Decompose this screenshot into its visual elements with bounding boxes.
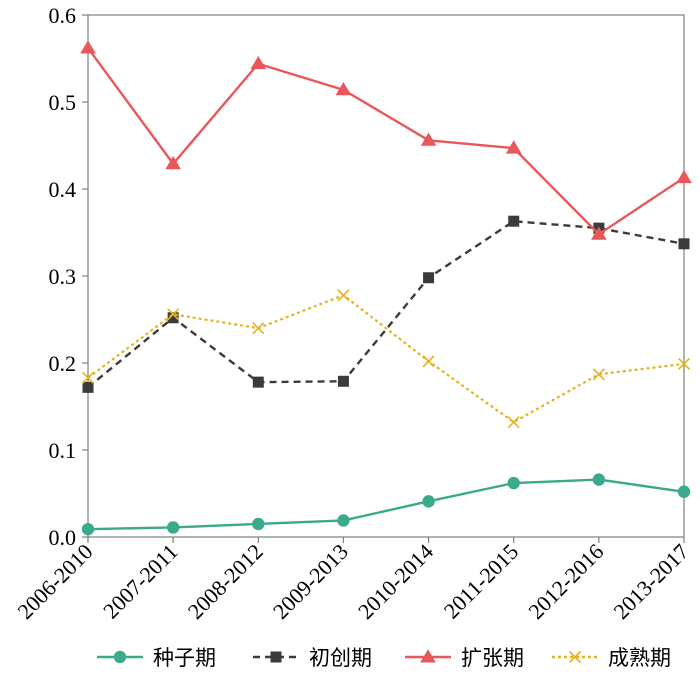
data-point: [423, 272, 435, 284]
legend-item: 种子期: [97, 646, 216, 670]
data-point: [568, 650, 582, 664]
x-tick-label: 2009-2013: [268, 539, 353, 624]
data-point: [677, 357, 691, 370]
legend-item: 扩张期: [405, 646, 524, 670]
x-tick-label: 2012-2016: [523, 539, 608, 624]
legend-item: 成熟期: [552, 646, 671, 670]
y-tick-label: 0.1: [49, 438, 77, 463]
data-point: [337, 375, 349, 387]
data-point: [250, 55, 267, 70]
data-point: [81, 371, 95, 384]
data-point: [507, 476, 520, 490]
data-point: [592, 368, 605, 381]
x-tick-label: 2011-2015: [439, 539, 524, 624]
data-point: [252, 517, 265, 531]
data-point: [508, 215, 520, 227]
data-point: [166, 521, 180, 534]
y-tick-label: 0.6: [49, 3, 77, 28]
series-layer: [80, 40, 692, 536]
series-3: [81, 289, 691, 429]
data-point: [80, 40, 96, 54]
data-point: [167, 312, 179, 324]
data-point: [422, 355, 435, 368]
data-point: [337, 514, 350, 527]
series-line: [87, 293, 685, 424]
series-line: [87, 219, 685, 389]
data-point: [335, 82, 352, 96]
data-point: [420, 132, 437, 146]
x-tick-label: 2007-2011: [98, 539, 183, 624]
data-point: [592, 473, 606, 486]
legend-label: 成熟期: [608, 646, 671, 670]
data-point: [678, 238, 690, 250]
x-axis: 2006-2010 2007-2011 2008-2012 2009-2013 2010…: [12, 537, 694, 624]
data-point: [82, 381, 94, 393]
series-line: [87, 47, 685, 236]
series-0: [81, 473, 691, 536]
y-tick-label: 0.2: [49, 351, 77, 376]
y-axis: 0.0 0.1 0.2 0.3 0.4 0.5 0.6: [49, 3, 88, 550]
data-point: [252, 322, 265, 335]
plot-area: [87, 14, 685, 538]
data-point: [270, 651, 282, 663]
legend: 种子期 初创期 扩张期 成熟期: [97, 646, 671, 670]
y-tick-label: 0.3: [49, 264, 77, 289]
y-tick-label: 0.0: [49, 525, 77, 550]
x-tick-label: 2013-2017: [608, 539, 693, 624]
legend-label: 初创期: [309, 646, 372, 670]
series-line: [87, 478, 685, 531]
x-tick-label: 2008-2012: [183, 539, 268, 624]
series-2: [80, 40, 692, 240]
data-point: [422, 495, 435, 508]
x-tick-label: 2006-2010: [12, 539, 97, 624]
plot-frame: [87, 14, 685, 538]
y-tick-label: 0.5: [49, 90, 77, 115]
data-point: [165, 155, 181, 170]
data-point: [676, 169, 692, 184]
y-tick-label: 0.4: [49, 177, 77, 202]
x-tick-label: 2010-2014: [353, 539, 438, 624]
data-point: [507, 416, 520, 429]
data-point: [337, 289, 350, 302]
data-point: [113, 650, 127, 664]
legend-label: 种子期: [153, 646, 216, 670]
data-point: [505, 140, 522, 154]
data-point: [677, 485, 691, 498]
data-point: [420, 649, 436, 663]
data-point: [81, 522, 95, 536]
legend-item: 初创期: [253, 646, 372, 670]
data-point: [167, 308, 180, 321]
data-point: [591, 226, 607, 240]
data-point: [252, 376, 264, 388]
legend-label: 扩张期: [461, 646, 524, 670]
series-1: [82, 215, 690, 393]
